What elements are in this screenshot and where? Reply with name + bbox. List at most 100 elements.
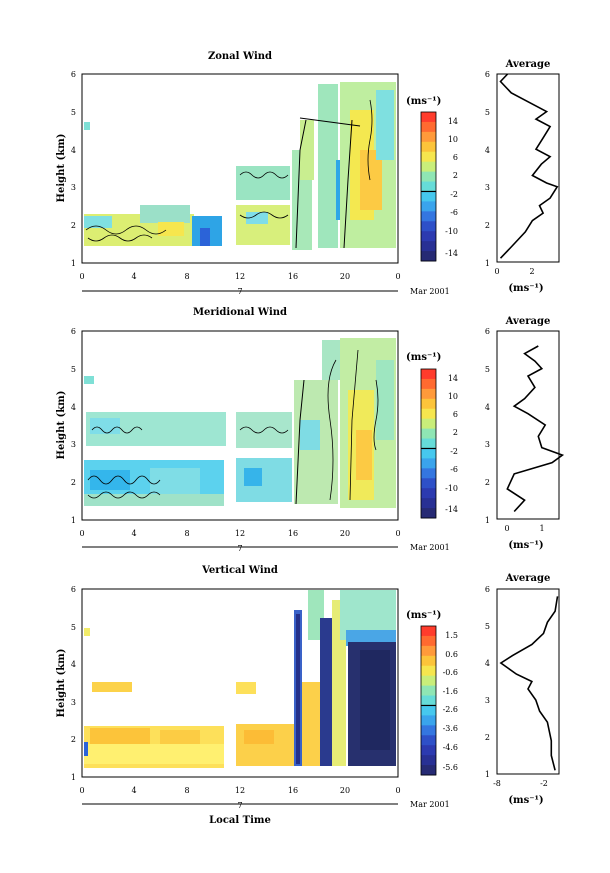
y-ticks: 1 2 3 4 5 6 xyxy=(71,585,76,782)
svg-text:1.5: 1.5 xyxy=(445,631,458,640)
svg-text:5: 5 xyxy=(485,622,490,631)
meridional-wind-panel: Meridional Wind xyxy=(56,307,565,553)
svg-text:1: 1 xyxy=(71,773,76,782)
svg-text:1: 1 xyxy=(485,259,490,268)
colorbar-swatch xyxy=(421,121,436,133)
colorbar-swatch xyxy=(421,458,436,469)
colorbar xyxy=(420,368,437,519)
colorbar-swatch xyxy=(421,201,436,212)
colorbar-swatch xyxy=(421,408,436,420)
colorbar-swatch xyxy=(421,626,436,637)
svg-text:2: 2 xyxy=(453,428,458,437)
colorbar-swatch xyxy=(421,181,436,192)
panel-title: Vertical Wind xyxy=(201,565,278,576)
svg-text:5: 5 xyxy=(71,108,76,117)
svg-text:3: 3 xyxy=(485,696,490,705)
panel-title: Meridional Wind xyxy=(193,307,287,318)
profile-y-ticks: 1 2 3 4 5 6 xyxy=(485,585,490,779)
svg-text:4: 4 xyxy=(131,786,136,795)
svg-text:1: 1 xyxy=(71,259,76,268)
colorbar-swatch xyxy=(421,428,436,440)
svg-text:20: 20 xyxy=(340,272,350,281)
svg-text:12: 12 xyxy=(235,272,245,281)
svg-text:-2: -2 xyxy=(450,447,458,456)
date-tag: Mar 2001 xyxy=(410,287,450,296)
profile-frame xyxy=(496,330,560,520)
svg-text:4: 4 xyxy=(71,146,76,155)
date-tag: Mar 2001 xyxy=(410,800,450,809)
svg-text:10: 10 xyxy=(448,392,458,401)
svg-text:3: 3 xyxy=(71,183,76,192)
svg-text:2: 2 xyxy=(485,221,490,230)
svg-text:12: 12 xyxy=(235,529,245,538)
svg-text:-1.6: -1.6 xyxy=(443,687,458,696)
colorbar-swatch xyxy=(421,745,436,756)
colorbar-frame xyxy=(420,368,437,519)
svg-text:6: 6 xyxy=(485,70,490,79)
svg-text:1: 1 xyxy=(71,516,76,525)
svg-text:16: 16 xyxy=(288,529,298,538)
svg-text:5: 5 xyxy=(485,108,490,117)
profile-line xyxy=(499,596,559,771)
svg-text:14: 14 xyxy=(448,117,458,126)
svg-text:4: 4 xyxy=(131,272,136,281)
date-bar-label: 7 xyxy=(237,287,242,296)
svg-text:6: 6 xyxy=(453,410,458,419)
heatmap-field xyxy=(84,590,396,768)
svg-text:-3.6: -3.6 xyxy=(443,724,458,733)
colorbar-swatch xyxy=(421,755,436,766)
svg-text:-10: -10 xyxy=(445,484,458,493)
profile-x-tick: 1 xyxy=(539,524,544,533)
svg-text:-10: -10 xyxy=(445,227,458,236)
colorbar-swatch xyxy=(421,241,436,252)
y-ticks: 1 2 3 4 5 6 xyxy=(71,70,76,268)
svg-text:0.6: 0.6 xyxy=(445,650,458,659)
colorbar-unit: (ms⁻¹) xyxy=(406,96,441,107)
y-ticks: 1 2 3 4 5 6 xyxy=(71,327,76,525)
panel-title: Zonal Wind xyxy=(208,51,272,62)
colorbar-swatch xyxy=(421,438,436,449)
profile-x-label: (ms⁻¹) xyxy=(508,795,543,806)
svg-text:0: 0 xyxy=(395,786,400,795)
colorbar-ticks: 14 10 6 2 -2 -6 -10 -14 xyxy=(445,374,458,514)
colorbar-swatch xyxy=(421,388,436,400)
colorbar-swatch xyxy=(421,715,436,726)
average-profile xyxy=(499,73,559,259)
colorbar-swatch xyxy=(421,131,436,143)
profile-x-label: (ms⁻¹) xyxy=(508,283,543,294)
svg-text:-5.6: -5.6 xyxy=(443,763,458,772)
svg-text:3: 3 xyxy=(485,183,490,192)
profile-title: Average xyxy=(505,59,551,70)
colorbar-unit: (ms⁻¹) xyxy=(406,352,441,363)
colorbar-swatch xyxy=(421,171,436,183)
date-bar-label: 7 xyxy=(237,544,242,553)
svg-text:5: 5 xyxy=(71,365,76,374)
svg-text:6: 6 xyxy=(71,585,76,594)
svg-text:4: 4 xyxy=(71,660,76,669)
colorbar-ticks: 14 10 6 2 -2 -6 -10 -14 xyxy=(445,117,458,258)
colorbar-swatch xyxy=(421,488,436,499)
colorbar-swatch xyxy=(421,645,436,657)
average-profile xyxy=(499,596,559,771)
colorbar-swatch xyxy=(421,151,436,163)
colorbar xyxy=(420,625,437,776)
colorbar-swatch xyxy=(421,725,436,736)
colorbar-swatch xyxy=(421,211,436,222)
colorbar-swatch xyxy=(421,675,436,687)
svg-text:8: 8 xyxy=(184,529,189,538)
svg-text:10: 10 xyxy=(448,135,458,144)
svg-text:6: 6 xyxy=(485,327,490,336)
profile-title: Average xyxy=(505,316,551,327)
colorbar-swatch xyxy=(421,468,436,479)
colorbar-swatch xyxy=(421,448,436,459)
colorbar-swatch xyxy=(421,112,436,123)
colorbar-swatch xyxy=(421,735,436,746)
colorbar-swatch xyxy=(421,141,436,153)
svg-text:0: 0 xyxy=(79,786,84,795)
svg-text:-14: -14 xyxy=(445,249,458,258)
svg-text:-0.6: -0.6 xyxy=(443,668,458,677)
svg-text:4: 4 xyxy=(485,403,490,412)
colorbar-swatch xyxy=(421,765,436,776)
svg-text:-6: -6 xyxy=(450,465,458,474)
svg-text:12: 12 xyxy=(235,786,245,795)
